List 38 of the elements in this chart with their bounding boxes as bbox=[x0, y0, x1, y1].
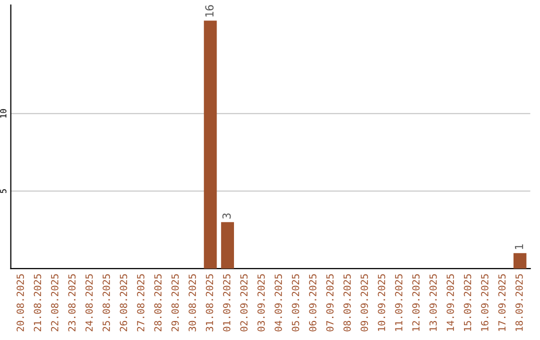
x-tick-label: 01.09.2025 bbox=[223, 274, 230, 332]
x-tick-label: 30.08.2025 bbox=[188, 274, 196, 332]
x-tick-label: 23.08.2025 bbox=[68, 274, 76, 332]
x-tick-label: 12.09.2025 bbox=[412, 274, 420, 331]
x-tick-label: 31.08.2025 bbox=[206, 274, 214, 332]
x-tick-label: 24.08.2025 bbox=[85, 274, 93, 332]
x-tick-label: 13.09.2025 bbox=[429, 274, 437, 331]
x-tick-label: 16.09.2025 bbox=[481, 274, 488, 331]
bar bbox=[221, 222, 234, 269]
x-tick-label: 14.09.2025 bbox=[446, 274, 454, 331]
x-tick-label: 17.09.2025 bbox=[498, 274, 506, 331]
x-tick-label: 08.09.2025 bbox=[343, 274, 351, 332]
x-tick-label: 15.09.2025 bbox=[464, 274, 472, 331]
bar bbox=[514, 253, 526, 269]
x-tick-label: 26.08.2025 bbox=[120, 274, 128, 332]
x-tick-label: 06.09.2025 bbox=[309, 274, 316, 332]
x-tick-label: 27.08.2025 bbox=[137, 274, 144, 332]
x-tick-label: 22.08.2025 bbox=[51, 274, 58, 332]
x-tick-label: 20.08.2025 bbox=[16, 274, 24, 332]
y-tick-label: 5 bbox=[0, 189, 6, 194]
y-tick-label: 10 bbox=[0, 109, 6, 118]
x-tick-label: 28.08.2025 bbox=[154, 274, 162, 332]
x-tick-label: 05.09.2025 bbox=[292, 274, 300, 332]
x-tick-label: 21.08.2025 bbox=[34, 274, 42, 332]
x-tick-label: 04.09.2025 bbox=[274, 274, 282, 332]
x-tick-label: 18.09.2025 bbox=[515, 274, 523, 331]
x-tick-label: 29.08.2025 bbox=[171, 274, 179, 332]
data-label: 1 bbox=[514, 244, 524, 249]
x-tick-label: 10.09.2025 bbox=[378, 274, 386, 331]
x-tick-label: 02.09.2025 bbox=[240, 274, 248, 332]
bar bbox=[204, 20, 217, 269]
x-tick-label: 07.09.2025 bbox=[326, 274, 334, 332]
x-tick-label: 09.09.2025 bbox=[360, 274, 368, 332]
x-tick-label: 11.09.2025 bbox=[395, 274, 402, 331]
x-tick-label: 25.08.2025 bbox=[102, 274, 110, 332]
data-label: 16 bbox=[205, 5, 214, 16]
data-label: 3 bbox=[222, 213, 231, 219]
x-tick-label: 03.09.2025 bbox=[257, 274, 265, 332]
